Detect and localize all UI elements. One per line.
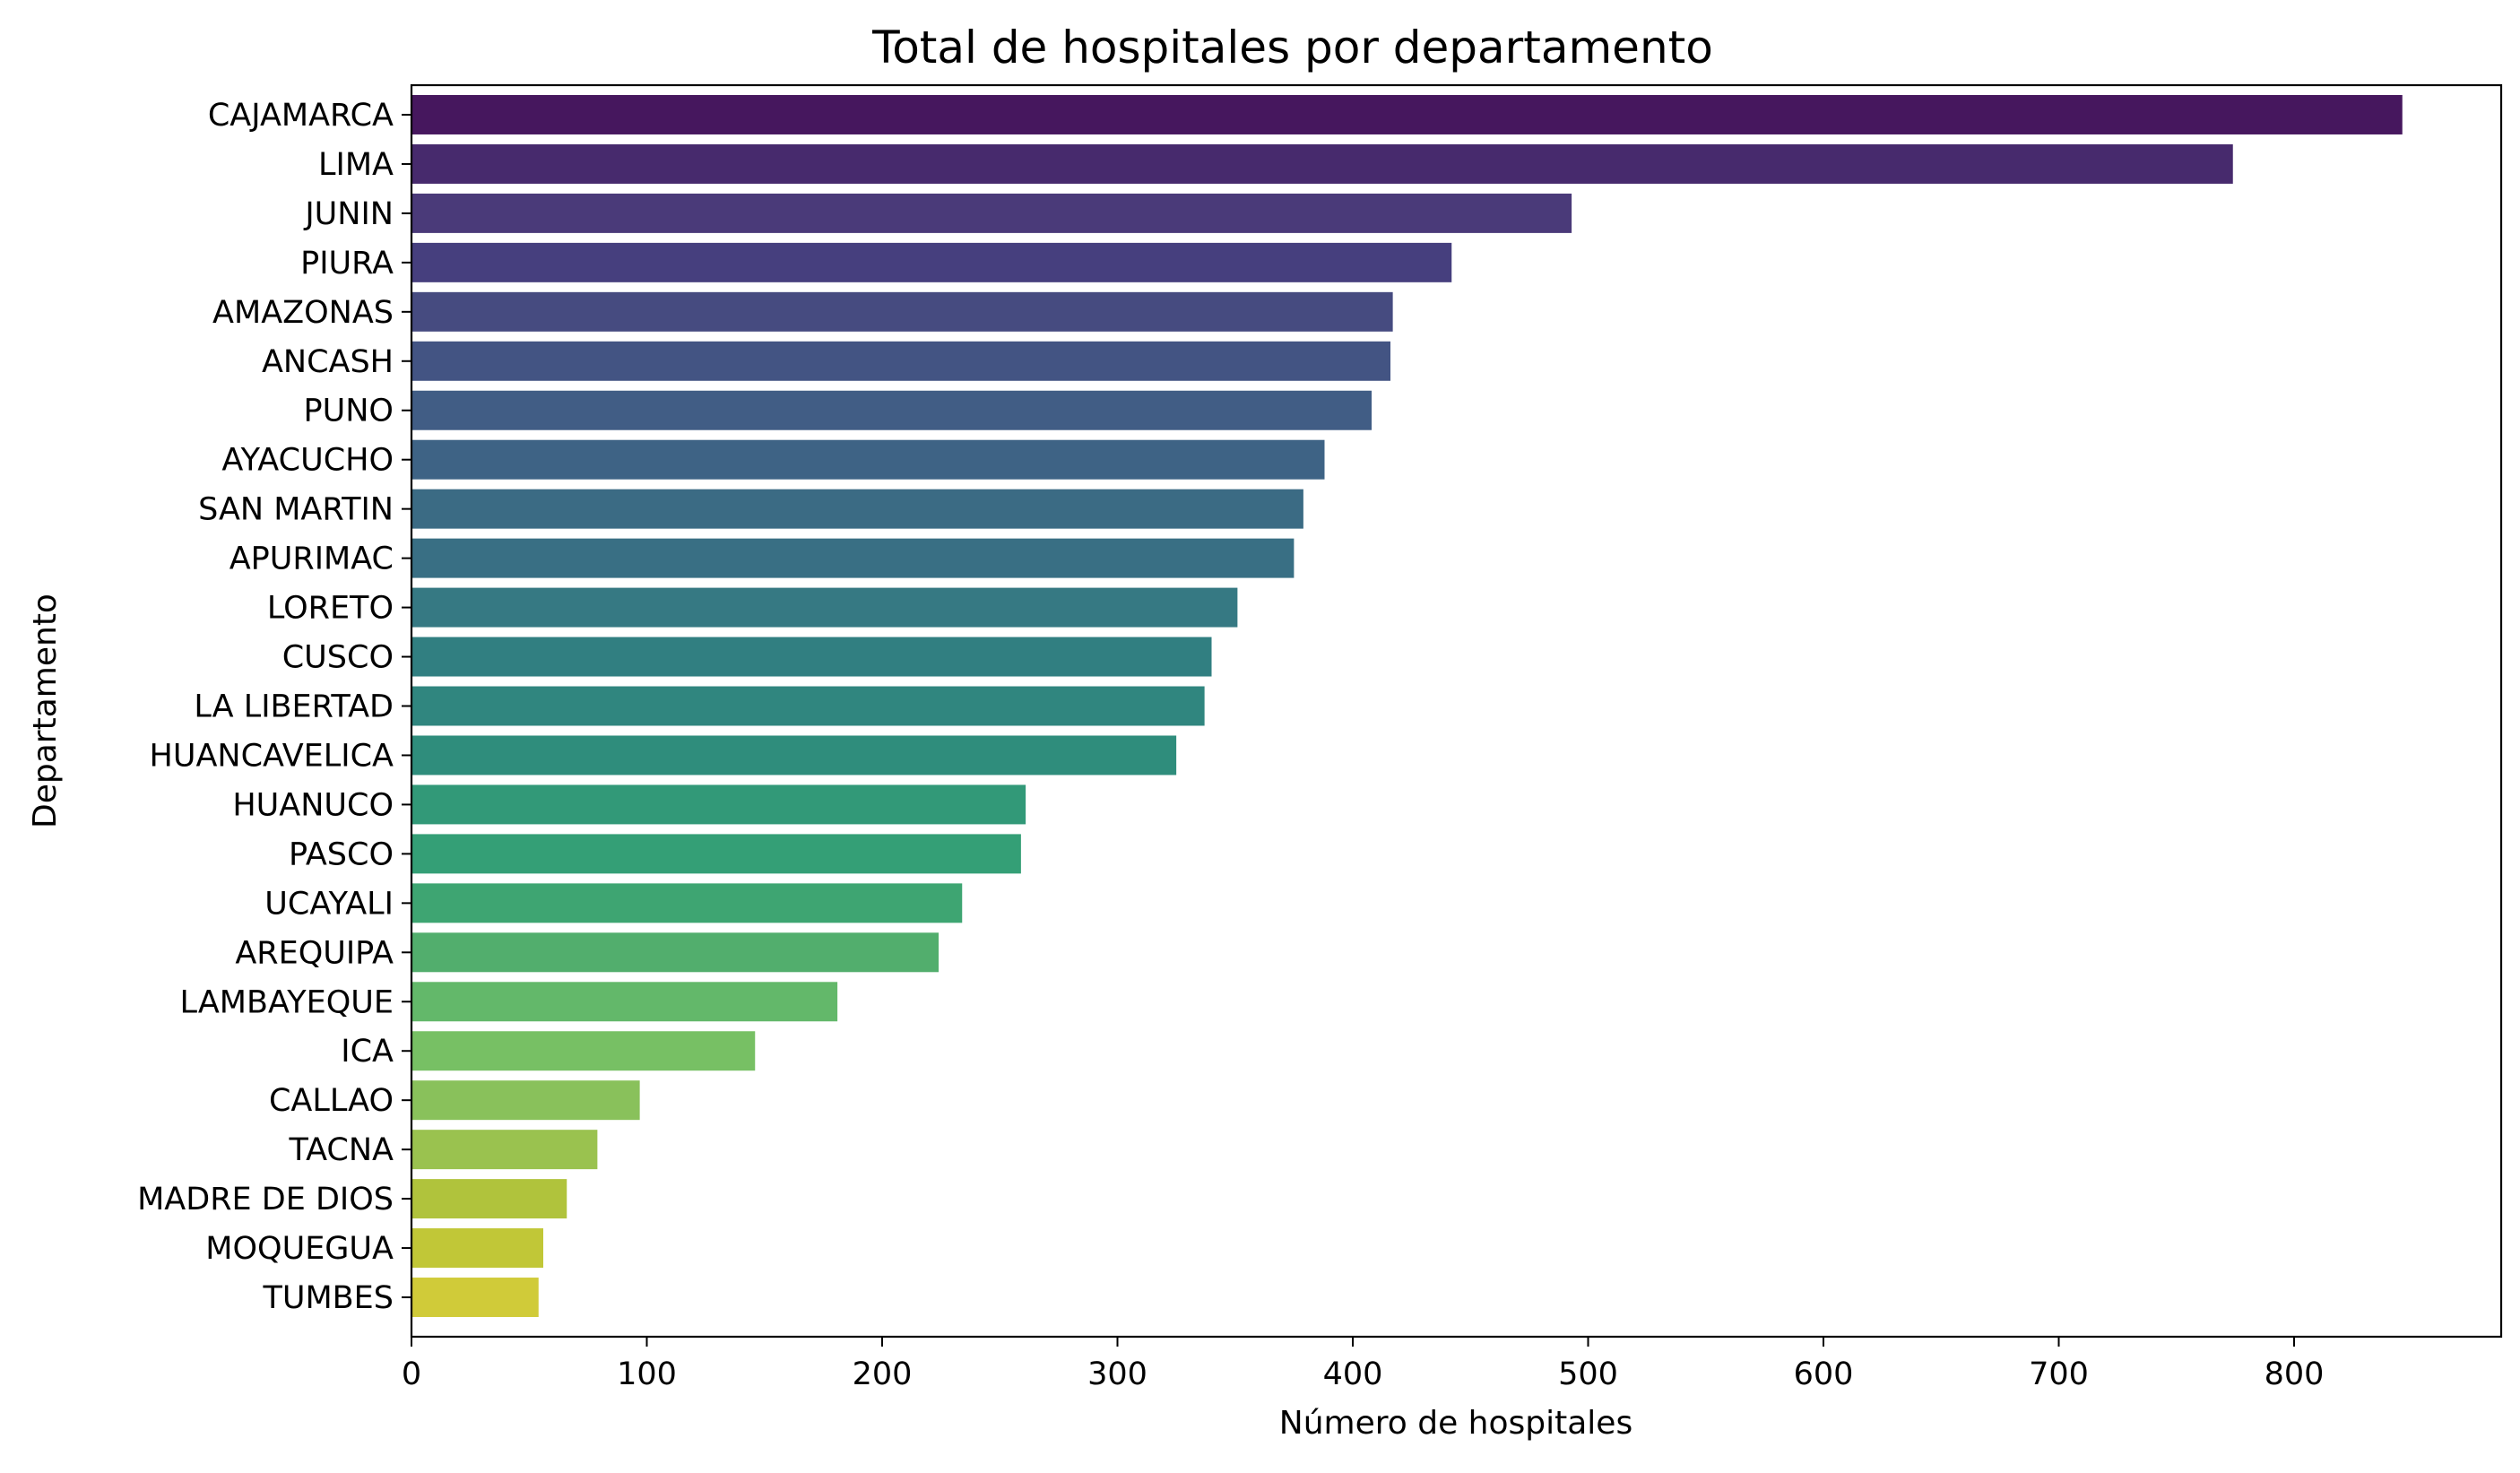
y-tick-label: LORETO xyxy=(267,591,394,627)
y-tick-label: ANCASH xyxy=(262,344,394,380)
y-tick-label: TACNA xyxy=(288,1132,394,1168)
y-tick-label: CAJAMARCA xyxy=(208,98,394,134)
bar-pasco xyxy=(411,834,1021,874)
y-tick-label: LAMBAYEQUE xyxy=(180,984,394,1020)
bar-amazonas xyxy=(411,291,1393,332)
x-tick-label: 400 xyxy=(1323,1356,1383,1392)
y-tick-label: PIURA xyxy=(300,246,394,282)
y-tick-label: PASCO xyxy=(289,836,394,872)
x-axis-ticks: 0 100 200 300 400 500 600 700 800 xyxy=(402,1337,2325,1392)
y-tick-label: HUANCAVELICA xyxy=(150,738,394,774)
x-tick-label: 300 xyxy=(1087,1356,1147,1392)
bar-apurimac xyxy=(411,538,1295,578)
y-tick-label: JUNIN xyxy=(303,196,394,232)
bar-loreto xyxy=(411,587,1238,628)
x-tick-label: 500 xyxy=(1558,1356,1618,1392)
bar-huanuco xyxy=(411,784,1026,825)
bar-ancash xyxy=(411,341,1390,381)
bar-lima xyxy=(411,143,2233,184)
y-tick-label: MOQUEGUA xyxy=(205,1231,394,1267)
y-tick-label: AREQUIPA xyxy=(235,935,394,971)
chart-title: Total de hospitales por departamento xyxy=(871,22,1713,74)
x-tick-label: 100 xyxy=(617,1356,677,1392)
y-tick-label: LIMA xyxy=(318,147,394,183)
bar-junin xyxy=(411,193,1572,233)
bar-tumbes xyxy=(411,1278,539,1318)
x-tick-label: 700 xyxy=(2029,1356,2089,1392)
y-tick-label: TUMBES xyxy=(262,1280,394,1316)
bar-moquegua xyxy=(411,1228,543,1269)
bar-ucayali xyxy=(411,883,963,923)
y-axis-ticks: CAJAMARCA LIMA JUNIN PIURA AMAZONAS ANCASH PUN… xyxy=(137,98,411,1316)
bar-piura xyxy=(411,242,1452,282)
bar-arequipa xyxy=(411,932,939,973)
x-axis-label: Número de hospitales xyxy=(1279,1405,1632,1442)
plot-frame xyxy=(410,83,2503,1339)
x-tick-label: 800 xyxy=(2265,1356,2325,1392)
y-tick-label: HUANUCO xyxy=(232,787,394,823)
x-tick-label: 0 xyxy=(402,1356,421,1392)
y-tick-label: SAN MARTIN xyxy=(198,492,394,528)
x-tick-label: 600 xyxy=(1794,1356,1854,1392)
y-tick-label: AYACUCHO xyxy=(221,443,394,479)
bar-tacna xyxy=(411,1130,598,1170)
bars-group xyxy=(411,94,2403,1318)
x-tick-label: 200 xyxy=(853,1356,913,1392)
y-tick-label: UCAYALI xyxy=(264,886,394,922)
bar-ayacucho xyxy=(411,439,1325,480)
y-tick-label: MADRE DE DIOS xyxy=(137,1182,394,1217)
bar-huancavelica xyxy=(411,735,1177,775)
bar-san-martin xyxy=(411,489,1303,529)
y-tick-label: APURIMAC xyxy=(229,542,394,577)
bar-ica xyxy=(411,1031,756,1071)
bar-cusco xyxy=(411,637,1212,677)
bar-la-libertad xyxy=(411,686,1205,726)
y-tick-label: ICA xyxy=(341,1034,394,1070)
y-tick-label: LA LIBERTAD xyxy=(194,689,394,725)
y-axis-label: Departamento xyxy=(27,594,64,828)
bar-puno xyxy=(411,390,1372,430)
bar-callao xyxy=(411,1080,640,1121)
bar-lambayeque xyxy=(411,982,838,1022)
y-tick-label: CALLAO xyxy=(269,1083,394,1119)
y-tick-label: AMAZONAS xyxy=(212,295,394,331)
y-tick-label: PUNO xyxy=(304,394,394,429)
bar-madre-de-dios xyxy=(411,1179,567,1219)
bar-cajamarca xyxy=(411,94,2403,134)
y-tick-label: CUSCO xyxy=(282,640,394,676)
